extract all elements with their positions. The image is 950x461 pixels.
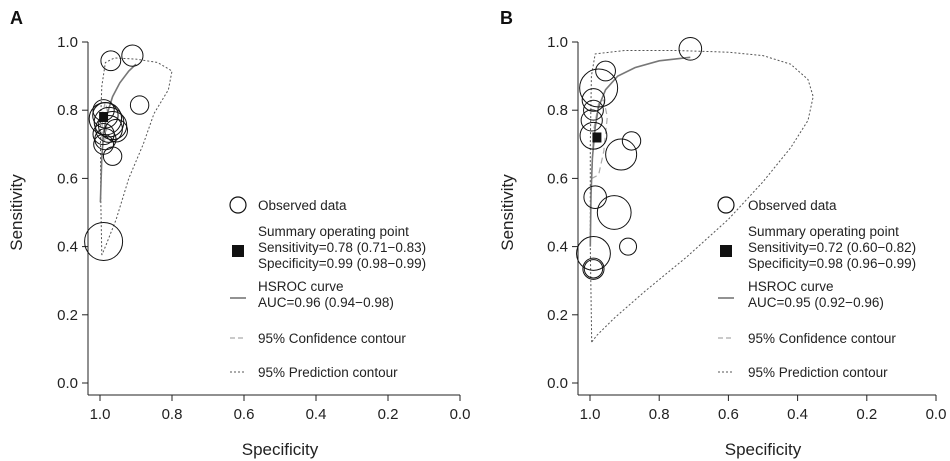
y-tick-label: 0.2 bbox=[57, 307, 78, 324]
y-tick-label: 1.0 bbox=[57, 34, 78, 51]
observed-point bbox=[596, 195, 632, 230]
observed-point bbox=[579, 68, 619, 108]
observed-point bbox=[121, 44, 144, 67]
observed-point bbox=[104, 118, 128, 143]
legend-summary-sensitivity: Sensitivity=0.78 (0.71−0.83) bbox=[258, 240, 426, 255]
legend-summary-title: Summary operating point bbox=[258, 224, 409, 239]
x-tick-label: 0.8 bbox=[162, 406, 183, 423]
y-tick-label: 0.0 bbox=[57, 375, 78, 392]
panel-b: B 1.0 0.8 0.6 0.4 0.2 0.0 0.0 0.2 0.4 0.6 0.8 1.0 Spe… bbox=[498, 8, 946, 459]
y-tick-label: 0.8 bbox=[57, 102, 78, 119]
x-tick-label: 0.6 bbox=[718, 406, 739, 423]
y-tick-label: 0.8 bbox=[547, 102, 568, 119]
observed-point bbox=[595, 60, 616, 82]
legend-observed-icon bbox=[229, 196, 247, 214]
observed-point bbox=[129, 95, 150, 115]
summary-point bbox=[592, 132, 602, 143]
legend-hsroc-auc: AUC=0.96 (0.94−0.98) bbox=[258, 295, 394, 310]
observed-point bbox=[95, 115, 123, 143]
panel-label: A bbox=[10, 8, 23, 28]
x-axis-title: Specificity bbox=[725, 440, 802, 459]
x-tick-label: 0.2 bbox=[856, 406, 877, 423]
observed-point bbox=[100, 50, 122, 72]
y-tick-label: 0.6 bbox=[57, 170, 78, 187]
legend-summary-specificity: Specificity=0.98 (0.96−0.99) bbox=[748, 256, 916, 271]
hsroc-curve bbox=[589, 56, 691, 247]
legend-prediction-label: 95% Prediction contour bbox=[258, 365, 398, 380]
observed-point bbox=[619, 237, 638, 256]
x-tick-label: 0.6 bbox=[234, 406, 255, 423]
legend-summary-title: Summary operating point bbox=[748, 224, 899, 239]
panel-a: A 1.0 0.8 0.6 0.4 0.2 0.0 0.0 0.2 0.4 0.6 0.8 1.0 Spe… bbox=[7, 8, 470, 459]
legend-confidence-label: 95% Confidence contour bbox=[748, 331, 896, 346]
panel-label: B bbox=[500, 8, 513, 28]
y-axis-title: Sensitivity bbox=[7, 174, 26, 251]
legend-observed-icon bbox=[717, 196, 735, 214]
legend: Observed data Summary operating pointSens… bbox=[229, 196, 426, 380]
observed-point bbox=[621, 131, 642, 151]
observed-point bbox=[102, 146, 123, 166]
observed-point bbox=[580, 109, 603, 132]
confidence-contour bbox=[591, 99, 608, 179]
y-tick-label: 0.6 bbox=[547, 170, 568, 187]
x-tick-label: 0.2 bbox=[378, 406, 399, 423]
y-tick-label: 1.0 bbox=[547, 34, 568, 51]
observed-point bbox=[576, 236, 611, 271]
y-tick-label: 0.4 bbox=[57, 239, 78, 256]
y-tick-label: 0.2 bbox=[547, 307, 568, 324]
x-tick-label: 0.4 bbox=[787, 406, 808, 423]
legend-summary-icon bbox=[720, 245, 732, 257]
legend-observed-label: Observed data bbox=[258, 198, 347, 213]
observed-point bbox=[582, 257, 605, 280]
observed-point bbox=[579, 121, 608, 150]
x-tick-label: 0.4 bbox=[306, 406, 327, 423]
x-tick-label: 0.0 bbox=[926, 406, 947, 423]
observed-point bbox=[605, 138, 638, 171]
legend-hsroc-title: HSROC curve bbox=[258, 279, 344, 294]
legend-prediction-label: 95% Prediction contour bbox=[748, 365, 888, 380]
observed-point bbox=[678, 37, 703, 61]
observed-point bbox=[583, 185, 607, 209]
observed-point bbox=[581, 88, 606, 112]
x-tick-label: 1.0 bbox=[580, 406, 601, 423]
observed-point bbox=[84, 221, 124, 261]
prediction-contour bbox=[589, 50, 814, 343]
x-tick-label: 0.0 bbox=[450, 406, 471, 423]
legend-summary-icon bbox=[232, 245, 244, 257]
y-tick-label: 0.4 bbox=[547, 239, 568, 256]
x-axis-title: Specificity bbox=[242, 440, 319, 459]
legend-hsroc-title: HSROC curve bbox=[748, 279, 834, 294]
x-tick-label: 0.8 bbox=[649, 406, 670, 423]
legend-summary-sensitivity: Sensitivity=0.72 (0.60−0.82) bbox=[748, 240, 916, 255]
legend-hsroc-auc: AUC=0.95 (0.92−0.96) bbox=[748, 295, 884, 310]
legend: Observed data Summary operating pointSens… bbox=[717, 196, 916, 380]
x-tick-label: 1.0 bbox=[90, 406, 111, 423]
observed-point bbox=[583, 259, 604, 279]
legend-confidence-label: 95% Confidence contour bbox=[258, 331, 406, 346]
observed-point bbox=[583, 99, 604, 121]
summary-point bbox=[99, 112, 109, 123]
y-axis-title: Sensitivity bbox=[498, 174, 517, 251]
prediction-contour bbox=[99, 57, 173, 256]
legend-observed-label: Observed data bbox=[748, 198, 837, 213]
legend-summary-specificity: Specificity=0.99 (0.98−0.99) bbox=[258, 256, 426, 271]
y-tick-label: 0.0 bbox=[547, 375, 568, 392]
